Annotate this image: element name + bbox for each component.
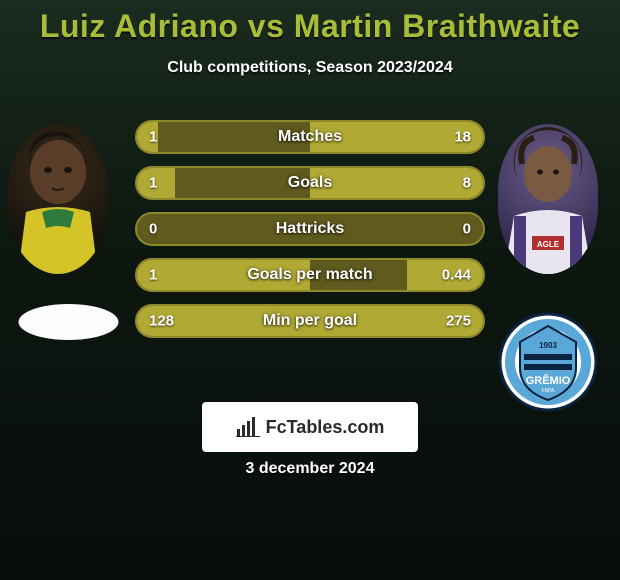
brand-box: FcTables.com: [202, 402, 418, 452]
stat-value-left: 1: [149, 129, 157, 146]
page-title: Luiz Adriano vs Martin Braithwaite: [0, 0, 620, 45]
stat-value-right: 0: [463, 221, 471, 238]
stat-value-left: 0: [149, 221, 157, 238]
stat-label: Goals: [288, 174, 332, 192]
bar-chart-icon: [236, 417, 260, 437]
stat-label: Hattricks: [276, 220, 344, 238]
svg-text:GRÊMIO: GRÊMIO: [526, 374, 571, 387]
stat-value-left: 128: [149, 313, 174, 330]
stat-value-right: 18: [454, 129, 471, 146]
svg-text:AGLE: AGLE: [537, 240, 560, 249]
stat-label: Matches: [278, 128, 342, 146]
stat-value-right: 0.44: [442, 267, 471, 284]
subtitle: Club competitions, Season 2023/2024: [0, 59, 620, 77]
club-badge-left: [16, 302, 121, 342]
date-label: 3 december 2024: [0, 460, 620, 478]
stat-value-left: 1: [149, 267, 157, 284]
player-left-portrait: [8, 124, 108, 274]
stat-row: 1 Goals per match 0.44: [135, 258, 485, 292]
stat-row: 128 Min per goal 275: [135, 304, 485, 338]
stat-label: Min per goal: [263, 312, 357, 330]
svg-text:FBPA: FBPA: [542, 388, 555, 394]
player-right-icon: AGLE: [498, 124, 598, 274]
player-right-portrait: AGLE: [498, 124, 598, 274]
gremio-badge-icon: 1903 GRÊMIO FBPA: [498, 312, 598, 412]
stat-row: 1 Goals 8: [135, 166, 485, 200]
brand-label: FcTables.com: [266, 417, 385, 438]
player-left-icon: [8, 124, 108, 274]
stat-value-right: 275: [446, 313, 471, 330]
club-badge-right: 1903 GRÊMIO FBPA: [498, 312, 598, 412]
stat-row: 1 Matches 18: [135, 120, 485, 154]
svg-text:1903: 1903: [539, 341, 557, 350]
stat-value-right: 8: [463, 175, 471, 192]
stat-row: 0 Hattricks 0: [135, 212, 485, 246]
blank-oval-icon: [16, 302, 121, 342]
stat-value-left: 1: [149, 175, 157, 192]
stat-label: Goals per match: [247, 266, 372, 284]
stat-fill-right: [310, 168, 483, 198]
stats-panel: 1 Matches 18 1 Goals 8 0 Hattricks 0 1 Goals per m…: [135, 120, 485, 350]
